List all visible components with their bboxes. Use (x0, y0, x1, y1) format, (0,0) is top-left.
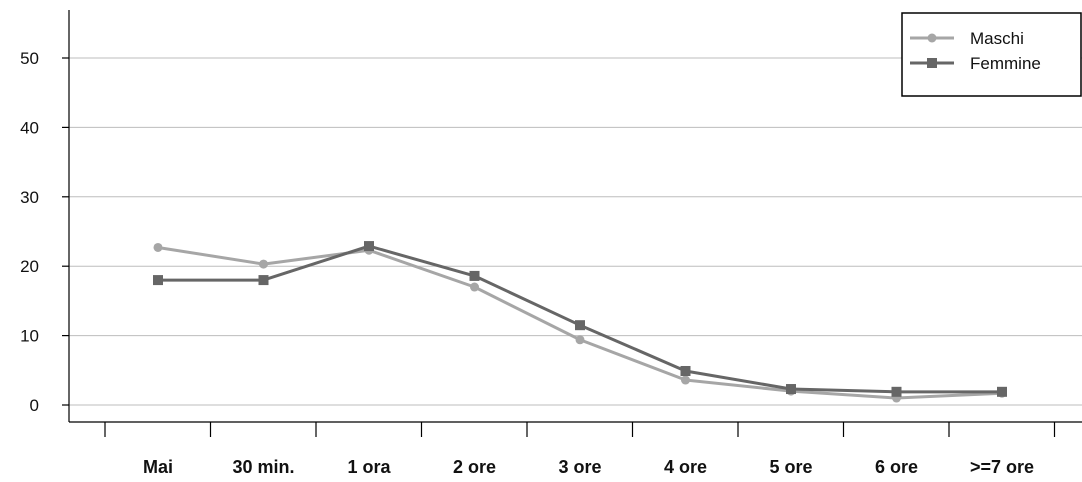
x-tick-label: 1 ora (347, 457, 391, 477)
legend-marker (927, 33, 937, 43)
data-point-maschi (259, 259, 268, 269)
y-tick-label: 0 (30, 396, 39, 415)
data-point-femmine (575, 320, 585, 331)
data-point-maschi (575, 335, 585, 345)
y-tick-label: 20 (20, 257, 39, 276)
y-tick-label: 10 (20, 327, 39, 346)
x-axis: Mai 30 min. 1 ora 2 ore 3 ore 4 ore 5 ore 6 ore… (69, 421, 1082, 477)
data-point-maschi (153, 242, 163, 252)
x-tick-label: Mai (143, 457, 173, 477)
data-point-femmine (997, 386, 1007, 397)
data-point-femmine (258, 275, 269, 286)
x-tick-label: 2 ore (453, 457, 496, 477)
x-tick-label: >=7 ore (970, 457, 1034, 477)
x-tick-label: 30 min. (232, 457, 294, 477)
legend-label: Maschi (970, 29, 1024, 48)
data-point-femmine (891, 386, 902, 397)
data-point-femmine (680, 365, 691, 376)
x-tick-label: 3 ore (558, 457, 601, 477)
data-point-maschi (470, 282, 479, 292)
data-point-femmine (786, 384, 796, 395)
data-point-femmine (364, 241, 374, 252)
legend-box (901, 12, 1082, 97)
legend-label: Femmine (970, 54, 1041, 73)
x-tick-label: 5 ore (769, 457, 812, 477)
series-group (153, 241, 1007, 403)
legend: Maschi Femmine (901, 12, 1082, 97)
series-line-femmine (158, 244, 1002, 394)
y-tick-label: 30 (20, 188, 39, 207)
y-tick-label: 50 (20, 49, 39, 68)
y-tick-label: 40 (20, 118, 39, 137)
data-point-femmine (153, 275, 163, 286)
data-point-femmine (469, 270, 480, 281)
y-axis: 0 10 20 30 40 50 (20, 10, 70, 422)
x-tick-label: 6 ore (875, 457, 918, 477)
gridlines (69, 57, 1082, 406)
data-point-maschi (681, 375, 690, 385)
x-tick-label: 4 ore (664, 457, 707, 477)
legend-marker (927, 58, 937, 68)
